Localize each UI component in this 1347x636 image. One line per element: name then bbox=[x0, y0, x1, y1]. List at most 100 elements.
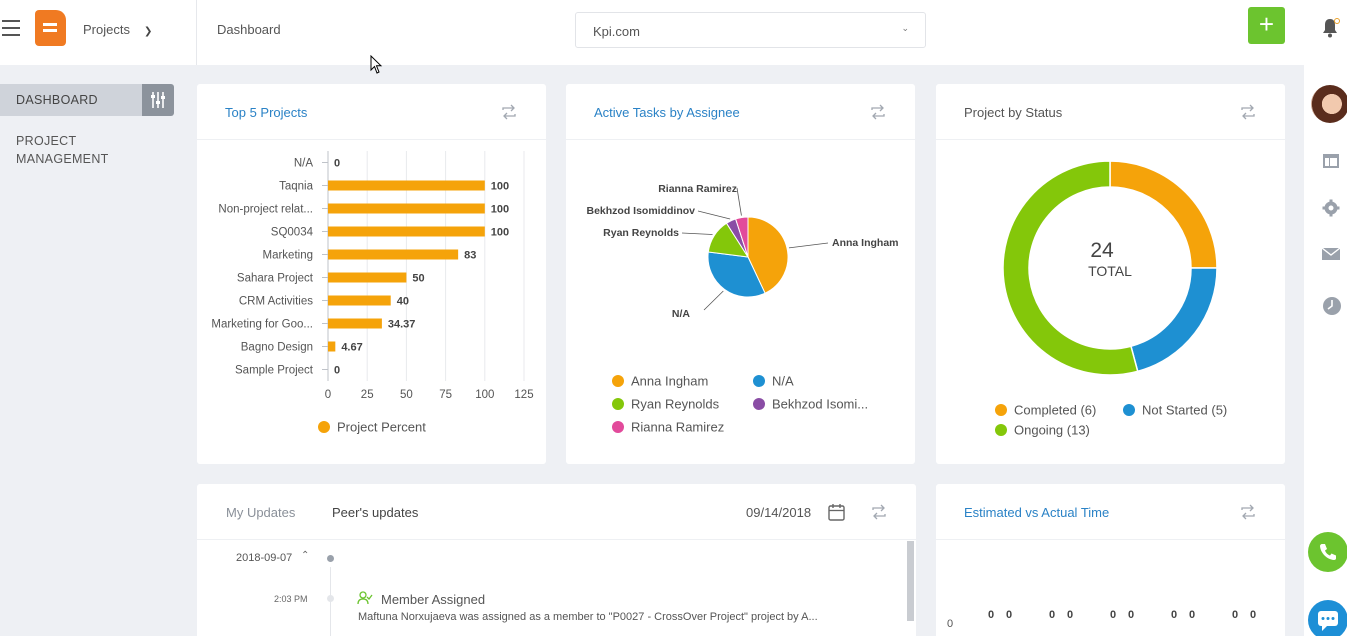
avatar[interactable] bbox=[1311, 85, 1347, 123]
sidebar-item-dashboard[interactable]: DASHBOARD bbox=[0, 84, 142, 116]
legend-label: Ryan Reynolds bbox=[631, 397, 720, 412]
sliders-icon bbox=[151, 92, 165, 108]
scrollbar[interactable] bbox=[907, 541, 914, 621]
x-tick-label: 0 bbox=[325, 389, 331, 401]
bar-value-label: 0 bbox=[1110, 609, 1116, 621]
card-header: Project by Status bbox=[936, 84, 1285, 140]
x-tick-label: 50 bbox=[400, 389, 413, 401]
refresh-icon[interactable] bbox=[869, 104, 887, 120]
card-title: Estimated vs Actual Time bbox=[964, 505, 1110, 520]
bar-value-label: 0 bbox=[988, 609, 994, 621]
pie-data-label: Rianna Ramirez bbox=[658, 183, 737, 195]
bar bbox=[328, 318, 382, 329]
bar-value-label: 0 bbox=[1171, 609, 1177, 621]
legend-swatch bbox=[753, 375, 765, 387]
chat-button[interactable] bbox=[1308, 600, 1347, 636]
category-label: Taqnia bbox=[279, 181, 313, 193]
pie-slice bbox=[735, 216, 749, 258]
project-status-card: Project by Status 24 TOTAL Completed (6) No… bbox=[936, 84, 1285, 464]
bar bbox=[328, 203, 485, 214]
legend-swatch bbox=[612, 375, 624, 387]
card-title: Active Tasks by Assignee bbox=[594, 105, 740, 120]
updates-feed: 2018-09-07 ⌃ 2:03 PM Member Assigned Maf… bbox=[197, 541, 916, 636]
category-label: Marketing bbox=[263, 250, 314, 262]
connector-line bbox=[703, 290, 724, 311]
donut-center-label: TOTAL bbox=[1088, 263, 1132, 279]
organization-select[interactable]: Kpi.com ⌄ bbox=[575, 12, 926, 48]
sidebar-item-label: DASHBOARD bbox=[16, 93, 98, 107]
bar bbox=[328, 226, 485, 237]
x-tick-label: 75 bbox=[439, 389, 452, 401]
mouse-cursor-icon bbox=[370, 55, 383, 74]
legend-label: Project Percent bbox=[337, 420, 426, 435]
bar-value-label: 50 bbox=[412, 273, 424, 285]
sidebar-item-project-management[interactable]: PROJECT MANAGEMENT bbox=[16, 134, 109, 166]
phone-icon bbox=[1320, 544, 1336, 560]
category-label: Marketing for Goo... bbox=[211, 319, 313, 331]
category-label: SQ0034 bbox=[271, 227, 314, 239]
connector-line bbox=[681, 232, 713, 235]
legend-label: Ongoing (13) bbox=[1014, 423, 1090, 438]
donut-center-value: 24 bbox=[1090, 239, 1114, 262]
pie-slice bbox=[747, 216, 789, 294]
card-header: Estimated vs Actual Time bbox=[936, 484, 1285, 540]
donut-slice bbox=[1002, 160, 1139, 376]
x-tick-label: 100 bbox=[475, 389, 494, 401]
dashboard-settings-button[interactable] bbox=[142, 84, 174, 116]
legend-swatch bbox=[318, 421, 330, 433]
timeline-dot bbox=[327, 555, 334, 562]
add-button[interactable]: + bbox=[1248, 7, 1285, 44]
chevron-down-icon: ⌄ bbox=[901, 23, 909, 33]
connector-line bbox=[697, 210, 731, 220]
category-label: Non-project relat... bbox=[218, 204, 313, 216]
legend-swatch bbox=[753, 398, 765, 410]
phone-button[interactable] bbox=[1308, 532, 1347, 572]
pie-data-label: N/A bbox=[672, 308, 691, 320]
refresh-icon[interactable] bbox=[870, 504, 888, 520]
card-title: Top 5 Projects bbox=[225, 105, 308, 120]
y-axis-zero-label: 0 bbox=[947, 618, 954, 630]
app-switcher[interactable]: Projects ❯ bbox=[83, 22, 152, 37]
card-title: Project by Status bbox=[964, 105, 1063, 120]
category-label: Bagno Design bbox=[241, 342, 313, 354]
clock-icon[interactable] bbox=[1322, 296, 1341, 315]
refresh-icon[interactable] bbox=[1239, 104, 1257, 120]
category-label: N/A bbox=[294, 158, 314, 170]
legend-swatch bbox=[995, 424, 1007, 436]
pie-data-label: Bekhzod Isomiddinov bbox=[586, 205, 695, 217]
feed-text: Maftuna Norxujaeva was assigned as a mem… bbox=[358, 611, 818, 623]
bar bbox=[328, 295, 391, 306]
bar-value-label: 0 bbox=[334, 158, 340, 170]
bar-value-label: 0 bbox=[1067, 609, 1073, 621]
chevron-up-icon[interactable]: ⌃ bbox=[301, 550, 310, 561]
bar-value-label: 34.37 bbox=[388, 319, 416, 331]
legend-label: Anna Ingham bbox=[631, 374, 708, 389]
hamburger-menu-icon[interactable] bbox=[2, 20, 20, 36]
tab-peers-updates[interactable]: Peer's updates bbox=[332, 505, 419, 520]
pie-data-label: Ryan Reynolds bbox=[603, 227, 679, 239]
layout-icon[interactable] bbox=[1322, 152, 1340, 170]
tab-my-updates[interactable]: My Updates bbox=[226, 505, 296, 520]
calendar-icon[interactable] bbox=[828, 503, 845, 524]
card-header: My Updates Peer's updates 09/14/2018 bbox=[197, 484, 916, 540]
refresh-icon[interactable] bbox=[500, 104, 518, 120]
mail-icon[interactable] bbox=[1321, 247, 1341, 265]
pie-data-label: Anna Ingham bbox=[832, 237, 899, 249]
active-tasks-card: Active Tasks by Assignee Anna Ingham N/A R… bbox=[566, 84, 915, 464]
timeline-dot bbox=[327, 595, 334, 602]
legend-label: Bekhzod Isomi... bbox=[772, 397, 868, 412]
app-logo[interactable] bbox=[35, 10, 66, 46]
updates-date[interactable]: 09/14/2018 bbox=[746, 505, 812, 520]
bar-value-label: 0 bbox=[1049, 609, 1055, 621]
x-tick-label: 25 bbox=[361, 389, 374, 401]
legend-swatch bbox=[612, 421, 624, 433]
bar-value-label: 0 bbox=[1250, 609, 1256, 621]
bar-value-label: 40 bbox=[397, 296, 409, 308]
gear-icon[interactable] bbox=[1322, 199, 1340, 217]
organization-select-value: Kpi.com bbox=[593, 24, 640, 39]
notification-bell-icon[interactable] bbox=[1322, 18, 1340, 40]
refresh-icon[interactable] bbox=[1239, 504, 1257, 520]
chat-icon bbox=[1318, 611, 1338, 631]
